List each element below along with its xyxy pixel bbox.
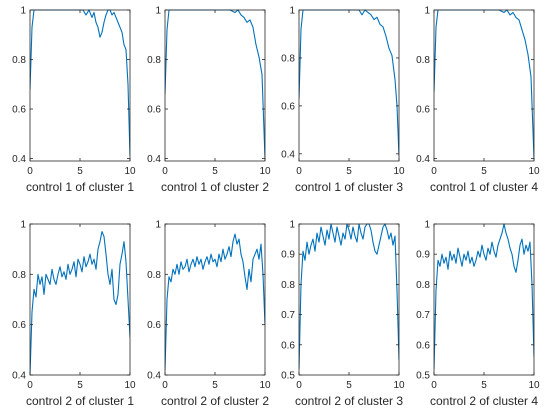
series-line xyxy=(165,9,265,159)
y-tick-label: 0.5 xyxy=(416,371,430,382)
y-tick-label: 0.9 xyxy=(281,250,295,261)
x-tick-label: 10 xyxy=(259,380,271,391)
y-tick-label: 1 xyxy=(20,220,26,231)
axes-box xyxy=(433,223,535,376)
x-tick-label: 10 xyxy=(124,380,136,391)
x-tick-label: 10 xyxy=(393,166,405,177)
y-tick-label: 0.6 xyxy=(281,340,295,351)
subplot-3: 0 5 10 0.4 0.6 0.8 1 control 1 of cluster 3 xyxy=(281,6,405,195)
axes-box xyxy=(433,9,535,162)
x-tick-label: 5 xyxy=(481,380,487,391)
subplot-8: 0 5 10 0.5 0.6 0.7 0.8 0.9 1 control 2 of cluster… xyxy=(416,220,540,409)
subplot-4: 0 5 10 0.4 0.6 0.8 1 control 1 of cluster 4 xyxy=(416,6,540,195)
axes-box xyxy=(29,223,131,376)
x-tick-label: 10 xyxy=(528,380,540,391)
subplot-7: 0 5 10 0.5 0.6 0.7 0.8 0.9 1 control 2 of cluster… xyxy=(281,220,405,409)
y-tick-label: 0.8 xyxy=(12,270,26,281)
y-tick-label: 1 xyxy=(289,6,295,17)
x-tick-label: 0 xyxy=(27,166,33,177)
series-line xyxy=(434,223,534,369)
series-line xyxy=(30,9,130,157)
y-tick-label: 1 xyxy=(155,220,161,231)
x-axis-label: control 2 of cluster 1 xyxy=(26,394,134,408)
x-tick-label: 5 xyxy=(212,380,218,391)
x-tick-label: 0 xyxy=(296,166,302,177)
y-tick-label: 0.7 xyxy=(416,310,430,321)
x-tick-label: 0 xyxy=(162,166,168,177)
y-tick-label: 0.4 xyxy=(281,149,295,160)
x-axis-label: control 1 of cluster 2 xyxy=(161,180,269,194)
axes-box xyxy=(298,9,400,162)
y-tick-label: 0.8 xyxy=(416,55,430,66)
subplot-6: 0 5 10 0.4 0.6 0.8 1 control 2 of cluster 2 xyxy=(147,220,271,409)
x-axis-label: control 1 of cluster 3 xyxy=(295,180,403,194)
y-tick-label: 0.8 xyxy=(416,280,430,291)
series-line xyxy=(165,233,265,370)
x-tick-label: 5 xyxy=(212,166,218,177)
x-tick-label: 0 xyxy=(296,380,302,391)
x-tick-label: 5 xyxy=(77,380,83,391)
x-tick-label: 0 xyxy=(431,166,437,177)
x-tick-label: 10 xyxy=(393,380,405,391)
y-tick-label: 1 xyxy=(289,220,295,231)
y-tick-label: 0.4 xyxy=(416,154,430,165)
y-tick-label: 0.6 xyxy=(147,320,161,331)
subplot-2: 0 5 10 0.4 0.6 0.8 1 control 1 of cluster 2 xyxy=(147,6,271,195)
y-tick-label: 0.6 xyxy=(416,105,430,116)
y-tick-label: 1 xyxy=(155,6,161,17)
y-tick-label: 0.5 xyxy=(281,371,295,382)
x-tick-label: 10 xyxy=(259,166,271,177)
series-line xyxy=(30,231,130,376)
y-tick-label: 1 xyxy=(20,6,26,17)
y-tick-label: 0.8 xyxy=(12,55,26,66)
axes-box xyxy=(29,9,131,162)
y-tick-label: 0.4 xyxy=(12,371,26,382)
y-tick-label: 0.8 xyxy=(147,55,161,66)
y-tick-label: 0.6 xyxy=(416,340,430,351)
x-axis-label: control 1 of cluster 1 xyxy=(26,180,134,194)
x-axis-label: control 2 of cluster 4 xyxy=(430,394,538,408)
y-tick-label: 1 xyxy=(424,220,430,231)
series-line xyxy=(299,9,399,157)
x-axis-label: control 2 of cluster 3 xyxy=(295,394,403,408)
y-tick-label: 0.4 xyxy=(147,154,161,165)
y-tick-label: 0.4 xyxy=(147,371,161,382)
y-tick-label: 1 xyxy=(424,6,430,17)
y-tick-label: 0.9 xyxy=(416,250,430,261)
y-tick-label: 0.8 xyxy=(281,53,295,64)
x-tick-label: 5 xyxy=(481,166,487,177)
x-tick-label: 5 xyxy=(346,166,352,177)
subplot-5: 0 5 10 0.4 0.6 0.8 1 control 2 of cluster 1 xyxy=(12,220,136,409)
y-tick-label: 0.7 xyxy=(281,310,295,321)
y-tick-label: 0.6 xyxy=(147,105,161,116)
series-line xyxy=(434,9,534,159)
axes-box xyxy=(164,9,266,162)
y-tick-label: 0.6 xyxy=(281,101,295,112)
y-tick-label: 0.6 xyxy=(12,105,26,116)
x-tick-label: 10 xyxy=(124,166,136,177)
x-axis-label: control 2 of cluster 2 xyxy=(161,394,269,408)
y-tick-label: 0.4 xyxy=(12,154,26,165)
subplot-1: 0 5 10 0.4 0.6 0.8 1 control 1 of cluster 1 xyxy=(12,6,136,195)
x-tick-label: 0 xyxy=(431,380,437,391)
axes-box xyxy=(164,223,266,376)
y-tick-label: 0.6 xyxy=(12,320,26,331)
y-tick-label: 0.8 xyxy=(281,280,295,291)
y-tick-label: 0.8 xyxy=(147,270,161,281)
x-tick-label: 0 xyxy=(27,380,33,391)
series-line xyxy=(299,223,399,369)
x-tick-label: 10 xyxy=(528,166,540,177)
x-axis-label: control 1 of cluster 4 xyxy=(430,180,538,194)
x-tick-label: 5 xyxy=(77,166,83,177)
x-tick-label: 0 xyxy=(162,380,168,391)
x-tick-label: 5 xyxy=(346,380,352,391)
